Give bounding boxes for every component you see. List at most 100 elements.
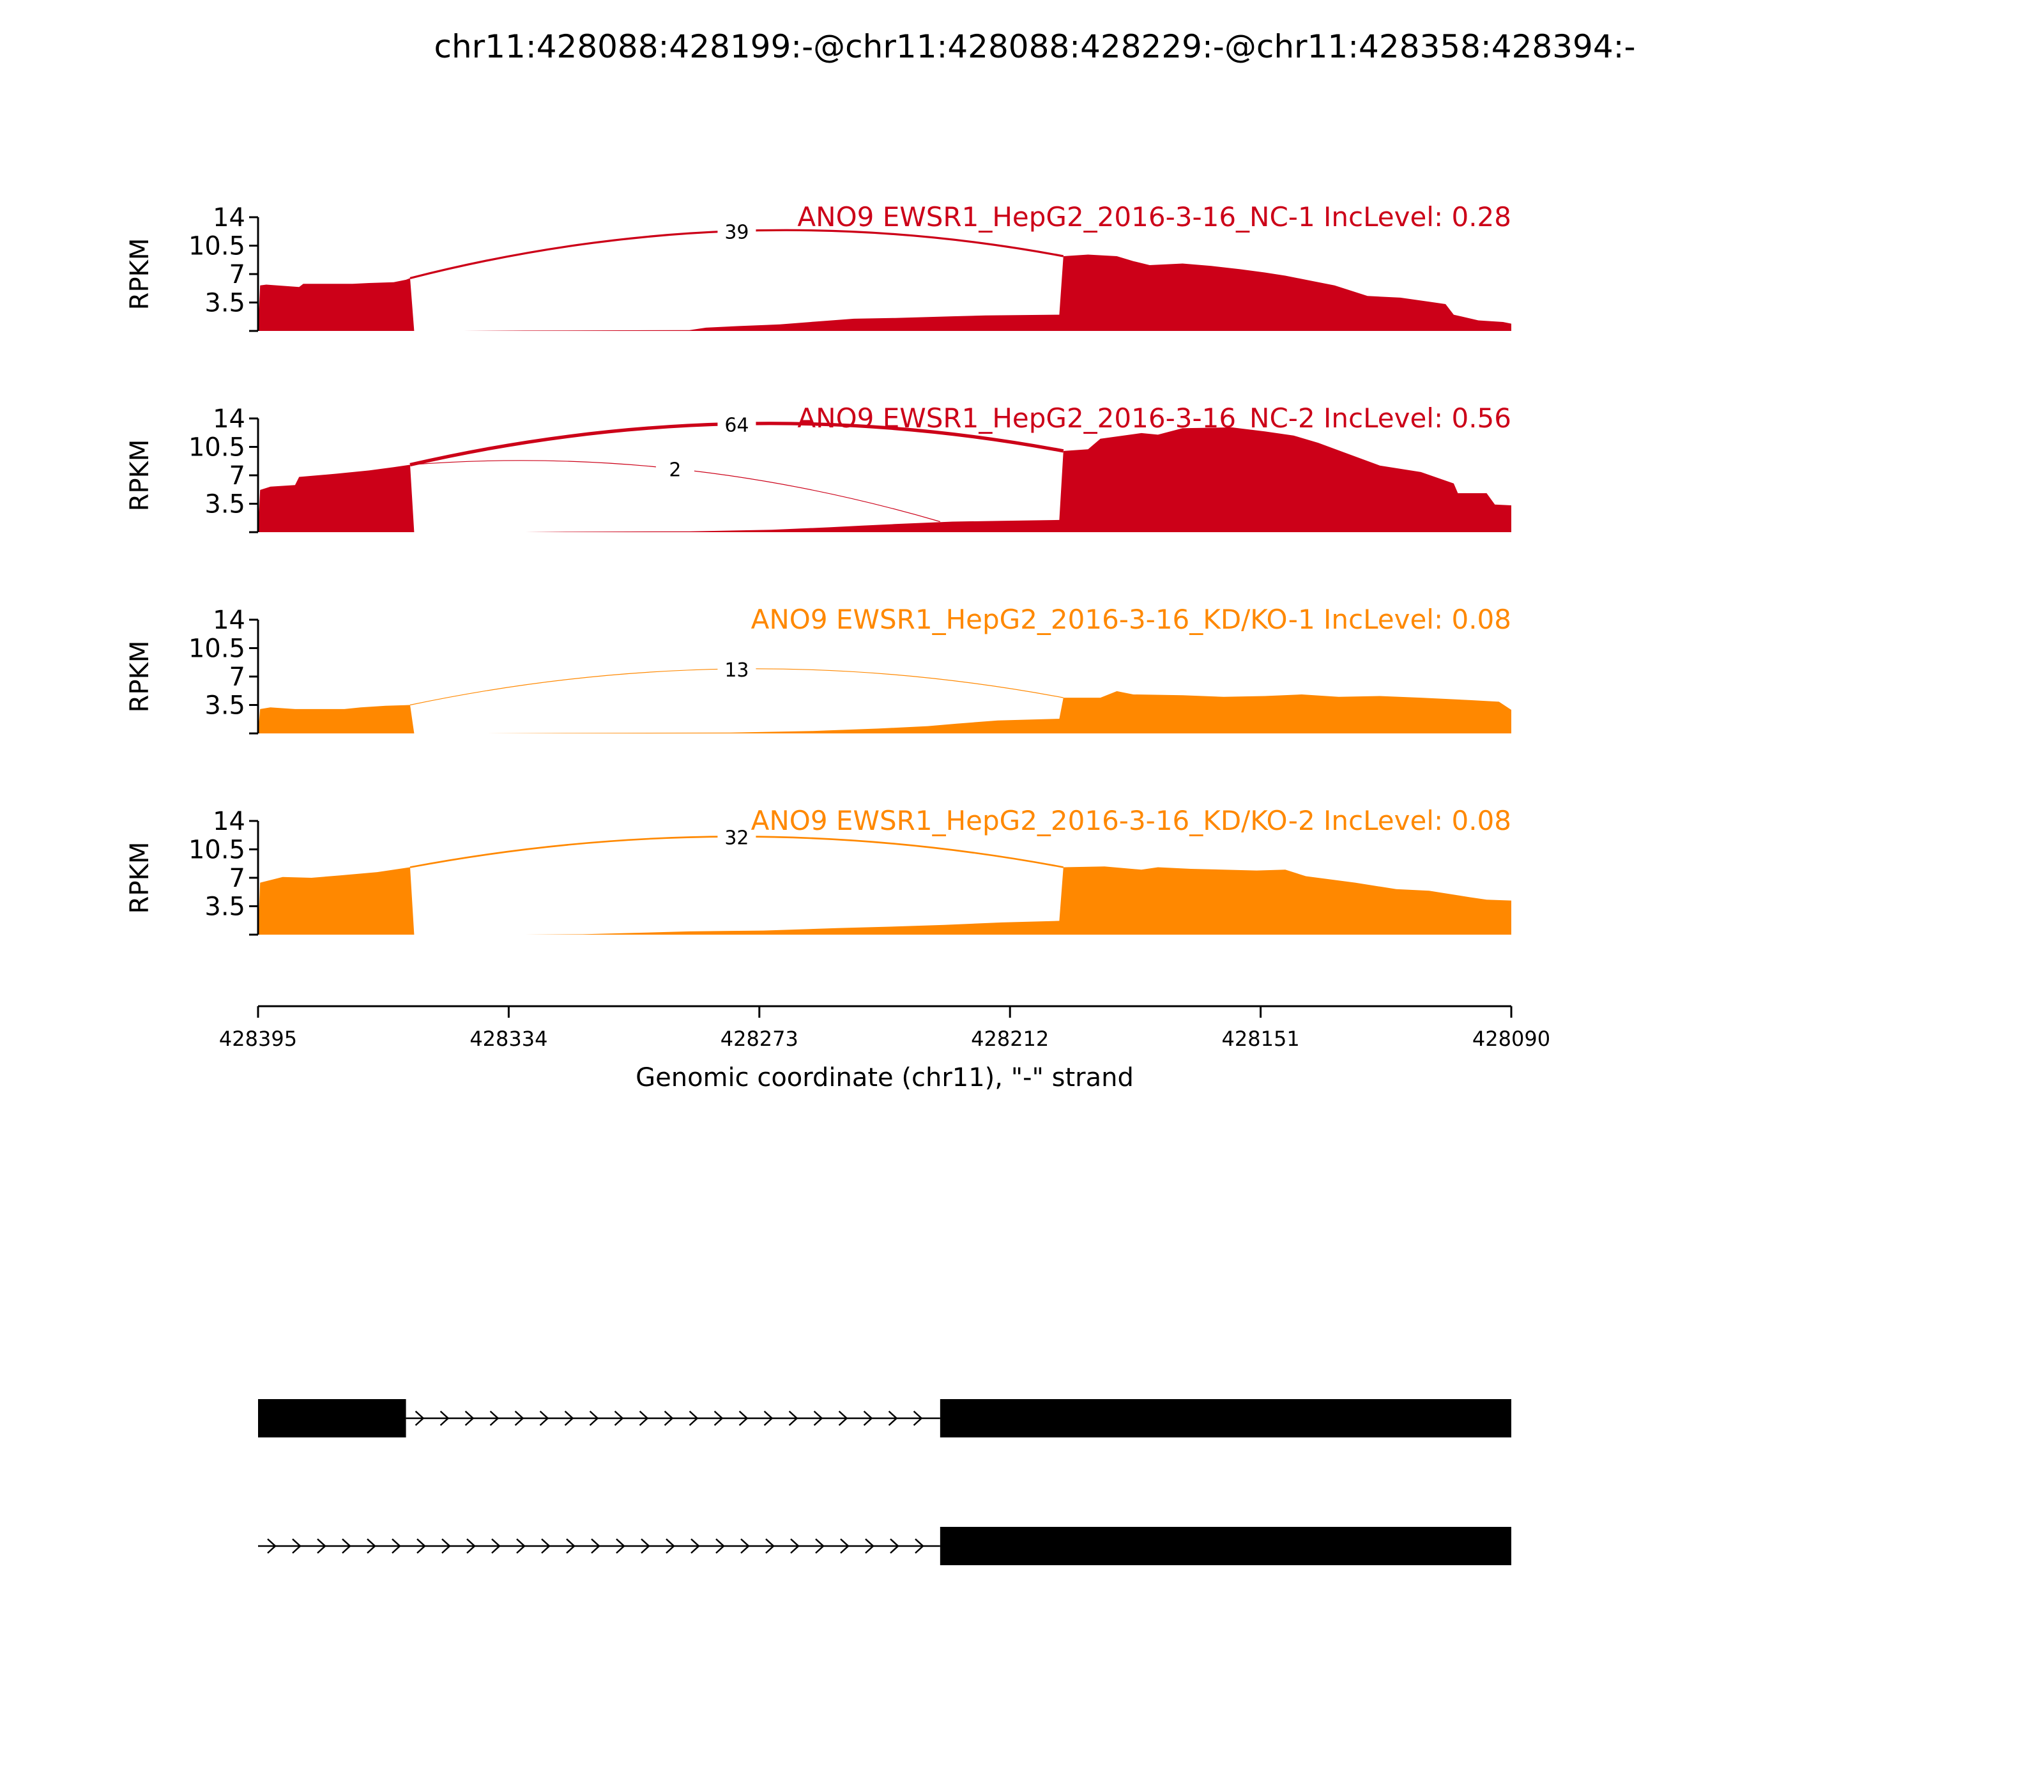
- y-axis-label: RPKM: [125, 641, 155, 713]
- strand-arrow-icon: [738, 1411, 749, 1426]
- coverage-area: [258, 866, 1511, 935]
- x-tick-label: 428395: [219, 1027, 297, 1051]
- strand-arrow-icon: [589, 1411, 599, 1426]
- strand-arrow-icon: [367, 1538, 376, 1554]
- y-axis-label: RPKM: [125, 440, 155, 512]
- y-tick-label: 3.5: [204, 892, 245, 922]
- strand-arrow-icon: [441, 1538, 451, 1554]
- exon-block: [258, 1399, 406, 1437]
- strand-arrow-icon: [614, 1411, 624, 1426]
- junction-count-label: 64: [724, 414, 749, 436]
- gene-model-2: [258, 1527, 1511, 1565]
- strand-arrow-icon: [666, 1538, 675, 1554]
- y-tick-label: 7: [229, 864, 245, 893]
- strand-arrow-icon: [813, 1411, 823, 1426]
- strand-arrow-icon: [616, 1538, 625, 1554]
- strand-arrow-icon: [713, 1411, 724, 1426]
- strand-arrow-icon: [464, 1411, 475, 1426]
- strand-arrow-icon: [641, 1538, 650, 1554]
- coverage-area: [258, 254, 1511, 331]
- exon-block: [940, 1399, 1511, 1437]
- y-axis-label: RPKM: [125, 842, 155, 914]
- strand-arrow-icon: [865, 1538, 874, 1554]
- x-tick-label: 428334: [469, 1027, 547, 1051]
- strand-arrow-icon: [740, 1538, 750, 1554]
- y-axis-label: RPKM: [125, 238, 155, 310]
- strand-arrow-icon: [564, 1411, 574, 1426]
- y-tick-label: 14: [213, 203, 245, 233]
- junction-count-label: 32: [724, 827, 749, 849]
- junction-count-bg: [717, 825, 756, 847]
- y-tick-label: 10.5: [188, 836, 245, 865]
- sample-label: ANO9 EWSR1_HepG2_2016-3-16_KD/KO-2 IncLe…: [751, 805, 1511, 836]
- strand-arrow-icon: [763, 1411, 774, 1426]
- strand-arrow-icon: [840, 1538, 850, 1554]
- junction-count-label: 13: [724, 659, 749, 682]
- strand-arrow-icon: [788, 1411, 798, 1426]
- y-tick-label: 7: [229, 260, 245, 289]
- junction-count-bg: [717, 657, 756, 679]
- strand-arrow-icon: [392, 1538, 401, 1554]
- junction-count-bg: [655, 457, 694, 479]
- strand-arrow-icon: [915, 1538, 924, 1554]
- sample-label: ANO9 EWSR1_HepG2_2016-3-16_NC-2 IncLevel…: [797, 402, 1511, 434]
- strand-arrow-icon: [416, 1538, 426, 1554]
- strand-arrow-icon: [539, 1411, 549, 1426]
- junction-count-bg: [717, 219, 756, 241]
- strand-arrow-icon: [639, 1411, 649, 1426]
- x-tick-label: 428090: [1472, 1027, 1550, 1051]
- gene-models: [258, 1399, 1511, 1565]
- gene-model-1: [258, 1399, 1511, 1437]
- y-tick-label: 14: [213, 606, 245, 635]
- coverage-area: [258, 691, 1511, 733]
- strand-arrow-icon: [591, 1538, 600, 1554]
- x-tick-label: 428151: [1222, 1027, 1300, 1051]
- y-tick-label: 14: [213, 807, 245, 836]
- strand-arrow-icon: [317, 1538, 326, 1554]
- strand-arrow-icon: [491, 1538, 501, 1554]
- strand-arrow-icon: [690, 1538, 700, 1554]
- strand-arrow-icon: [415, 1411, 425, 1426]
- junction-count-label: 2: [669, 459, 681, 482]
- exon-block: [940, 1527, 1511, 1565]
- strand-arrow-icon: [790, 1538, 800, 1554]
- x-tick-label: 428212: [971, 1027, 1049, 1051]
- strand-arrow-icon: [541, 1538, 551, 1554]
- strand-arrow-icon: [890, 1538, 899, 1554]
- strand-arrow-icon: [566, 1538, 576, 1554]
- sample-label: ANO9 EWSR1_HepG2_2016-3-16_KD/KO-1 IncLe…: [751, 604, 1511, 635]
- strand-arrow-icon: [439, 1411, 450, 1426]
- strand-arrow-icon: [765, 1538, 775, 1554]
- y-tick-label: 10.5: [188, 232, 245, 261]
- y-tick-label: 7: [229, 461, 245, 491]
- strand-arrow-icon: [466, 1538, 476, 1554]
- coverage-area: [258, 427, 1511, 532]
- strand-arrow-icon: [715, 1538, 725, 1554]
- y-tick-label: 10.5: [188, 433, 245, 463]
- strand-arrow-icon: [489, 1411, 500, 1426]
- strand-arrow-icon: [292, 1538, 301, 1554]
- strand-arrow-icon: [664, 1411, 674, 1426]
- y-tick-label: 3.5: [204, 289, 245, 318]
- strand-arrow-icon: [689, 1411, 699, 1426]
- strand-arrow-icon: [815, 1538, 825, 1554]
- y-tick-label: 3.5: [204, 691, 245, 721]
- x-tick-label: 428273: [721, 1027, 798, 1051]
- strand-arrow-icon: [838, 1411, 848, 1426]
- y-tick-label: 7: [229, 662, 245, 692]
- strand-arrow-icon: [342, 1538, 351, 1554]
- strand-arrow-icon: [516, 1538, 526, 1554]
- strand-arrow-icon: [267, 1538, 277, 1554]
- y-tick-label: 3.5: [204, 490, 245, 519]
- strand-arrow-icon: [913, 1411, 923, 1426]
- strand-arrow-icon: [888, 1411, 898, 1426]
- strand-arrow-icon: [863, 1411, 873, 1426]
- y-tick-label: 14: [213, 404, 245, 434]
- junction-count-bg: [717, 412, 756, 434]
